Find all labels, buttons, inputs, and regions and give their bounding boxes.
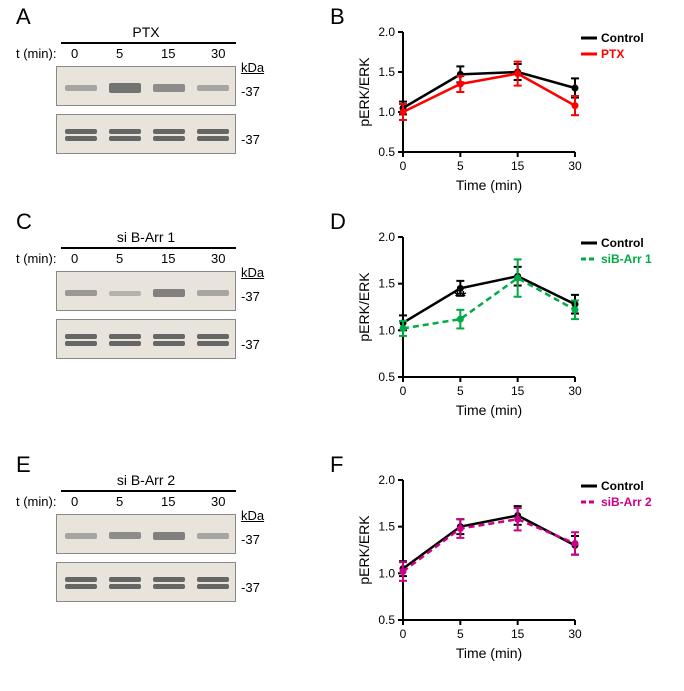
kda-label-e: kDa xyxy=(241,508,264,523)
svg-text:30: 30 xyxy=(568,159,582,173)
svg-text:2.0: 2.0 xyxy=(378,473,395,487)
svg-text:0.5: 0.5 xyxy=(378,370,395,384)
panel-label-f: F xyxy=(330,452,343,478)
svg-text:Control: Control xyxy=(601,479,644,493)
svg-text:0: 0 xyxy=(400,384,407,398)
time-prefix-a: t (min): xyxy=(16,46,56,61)
svg-text:Time (min): Time (min) xyxy=(456,402,522,418)
chart-f: 0.5 1.0 1.5 2.0 0 5 15 30 Time (min) pERK/ERK Cont… xyxy=(355,472,665,662)
panel-label-d: D xyxy=(330,209,346,235)
time-0-c: 0 xyxy=(71,251,78,266)
blot-c-1 xyxy=(56,271,236,311)
treatment-bar-a xyxy=(61,42,236,44)
svg-text:1.5: 1.5 xyxy=(378,65,395,79)
svg-text:5: 5 xyxy=(457,627,464,641)
kda-label-a: kDa xyxy=(241,60,264,75)
marker-c-2: -37 xyxy=(241,337,260,352)
time-prefix-e: t (min): xyxy=(16,494,56,509)
treatment-label-e: si B-Arr 2 xyxy=(106,472,186,488)
svg-text:2.0: 2.0 xyxy=(378,25,395,39)
svg-text:siB-Arr 2: siB-Arr 2 xyxy=(601,495,652,509)
svg-text:**: ** xyxy=(454,288,466,305)
svg-text:pERK/ERK: pERK/ERK xyxy=(356,272,372,342)
time-15-a: 15 xyxy=(161,46,175,61)
svg-text:1.5: 1.5 xyxy=(378,520,395,534)
svg-text:30: 30 xyxy=(568,384,582,398)
blot-panel-a: PTX t (min): 0 5 15 30 kDa -37 -37 xyxy=(16,24,276,174)
blot-panel-e: si B-Arr 2 t (min): 0 5 15 30 kDa -37 -3… xyxy=(16,472,276,622)
time-0-e: 0 xyxy=(71,494,78,509)
blot-e-2 xyxy=(56,562,236,602)
marker-e-2: -37 xyxy=(241,580,260,595)
time-30-c: 30 xyxy=(211,251,225,266)
treatment-label-a: PTX xyxy=(116,24,176,40)
svg-text:Control: Control xyxy=(601,236,644,250)
svg-text:15: 15 xyxy=(511,159,525,173)
svg-text:1.0: 1.0 xyxy=(378,566,395,580)
svg-text:0: 0 xyxy=(400,159,407,173)
svg-text:15: 15 xyxy=(511,627,525,641)
treatment-bar-c xyxy=(61,247,236,249)
marker-c-1: -37 xyxy=(241,289,260,304)
svg-text:5: 5 xyxy=(457,384,464,398)
time-prefix-c: t (min): xyxy=(16,251,56,266)
blot-e-1 xyxy=(56,514,236,554)
svg-text:2.0: 2.0 xyxy=(378,230,395,244)
time-5-e: 5 xyxy=(116,494,123,509)
svg-text:0.5: 0.5 xyxy=(378,613,395,627)
blot-a-1 xyxy=(56,66,236,106)
time-30-e: 30 xyxy=(211,494,225,509)
svg-text:Control: Control xyxy=(601,31,644,45)
svg-text:30: 30 xyxy=(568,627,582,641)
marker-e-1: -37 xyxy=(241,532,260,547)
marker-a-1: -37 xyxy=(241,84,260,99)
svg-text:1.5: 1.5 xyxy=(378,277,395,291)
time-30-a: 30 xyxy=(211,46,225,61)
treatment-label-c: si B-Arr 1 xyxy=(106,229,186,245)
svg-text:5: 5 xyxy=(457,159,464,173)
blot-panel-c: si B-Arr 1 t (min): 0 5 15 30 kDa -37 -3… xyxy=(16,229,276,379)
time-15-e: 15 xyxy=(161,494,175,509)
svg-text:PTX: PTX xyxy=(601,47,624,61)
svg-text:0.5: 0.5 xyxy=(378,145,395,159)
treatment-bar-e xyxy=(61,490,236,492)
svg-text:siB-Arr 1: siB-Arr 1 xyxy=(601,252,652,266)
svg-text:15: 15 xyxy=(511,384,525,398)
svg-text:pERK/ERK: pERK/ERK xyxy=(356,57,372,127)
svg-text:pERK/ERK: pERK/ERK xyxy=(356,515,372,585)
marker-a-2: -37 xyxy=(241,132,260,147)
svg-text:Time (min): Time (min) xyxy=(456,645,522,661)
svg-text:Time (min): Time (min) xyxy=(456,177,522,193)
svg-text:1.0: 1.0 xyxy=(378,105,395,119)
time-5-a: 5 xyxy=(116,46,123,61)
chart-b: 0.5 1.0 1.5 2.0 0 5 15 30 Time (min) pERK/ERK Cont… xyxy=(355,24,665,194)
panel-label-b: B xyxy=(330,4,345,30)
blot-c-2 xyxy=(56,319,236,359)
chart-d: 0.5 1.0 1.5 2.0 0 5 15 30 ** Time (min) pERK/ERK Co… xyxy=(355,229,665,419)
svg-text:0: 0 xyxy=(400,627,407,641)
kda-label-c: kDa xyxy=(241,265,264,280)
svg-text:1.0: 1.0 xyxy=(378,323,395,337)
time-15-c: 15 xyxy=(161,251,175,266)
blot-a-2 xyxy=(56,114,236,154)
time-5-c: 5 xyxy=(116,251,123,266)
time-0-a: 0 xyxy=(71,46,78,61)
